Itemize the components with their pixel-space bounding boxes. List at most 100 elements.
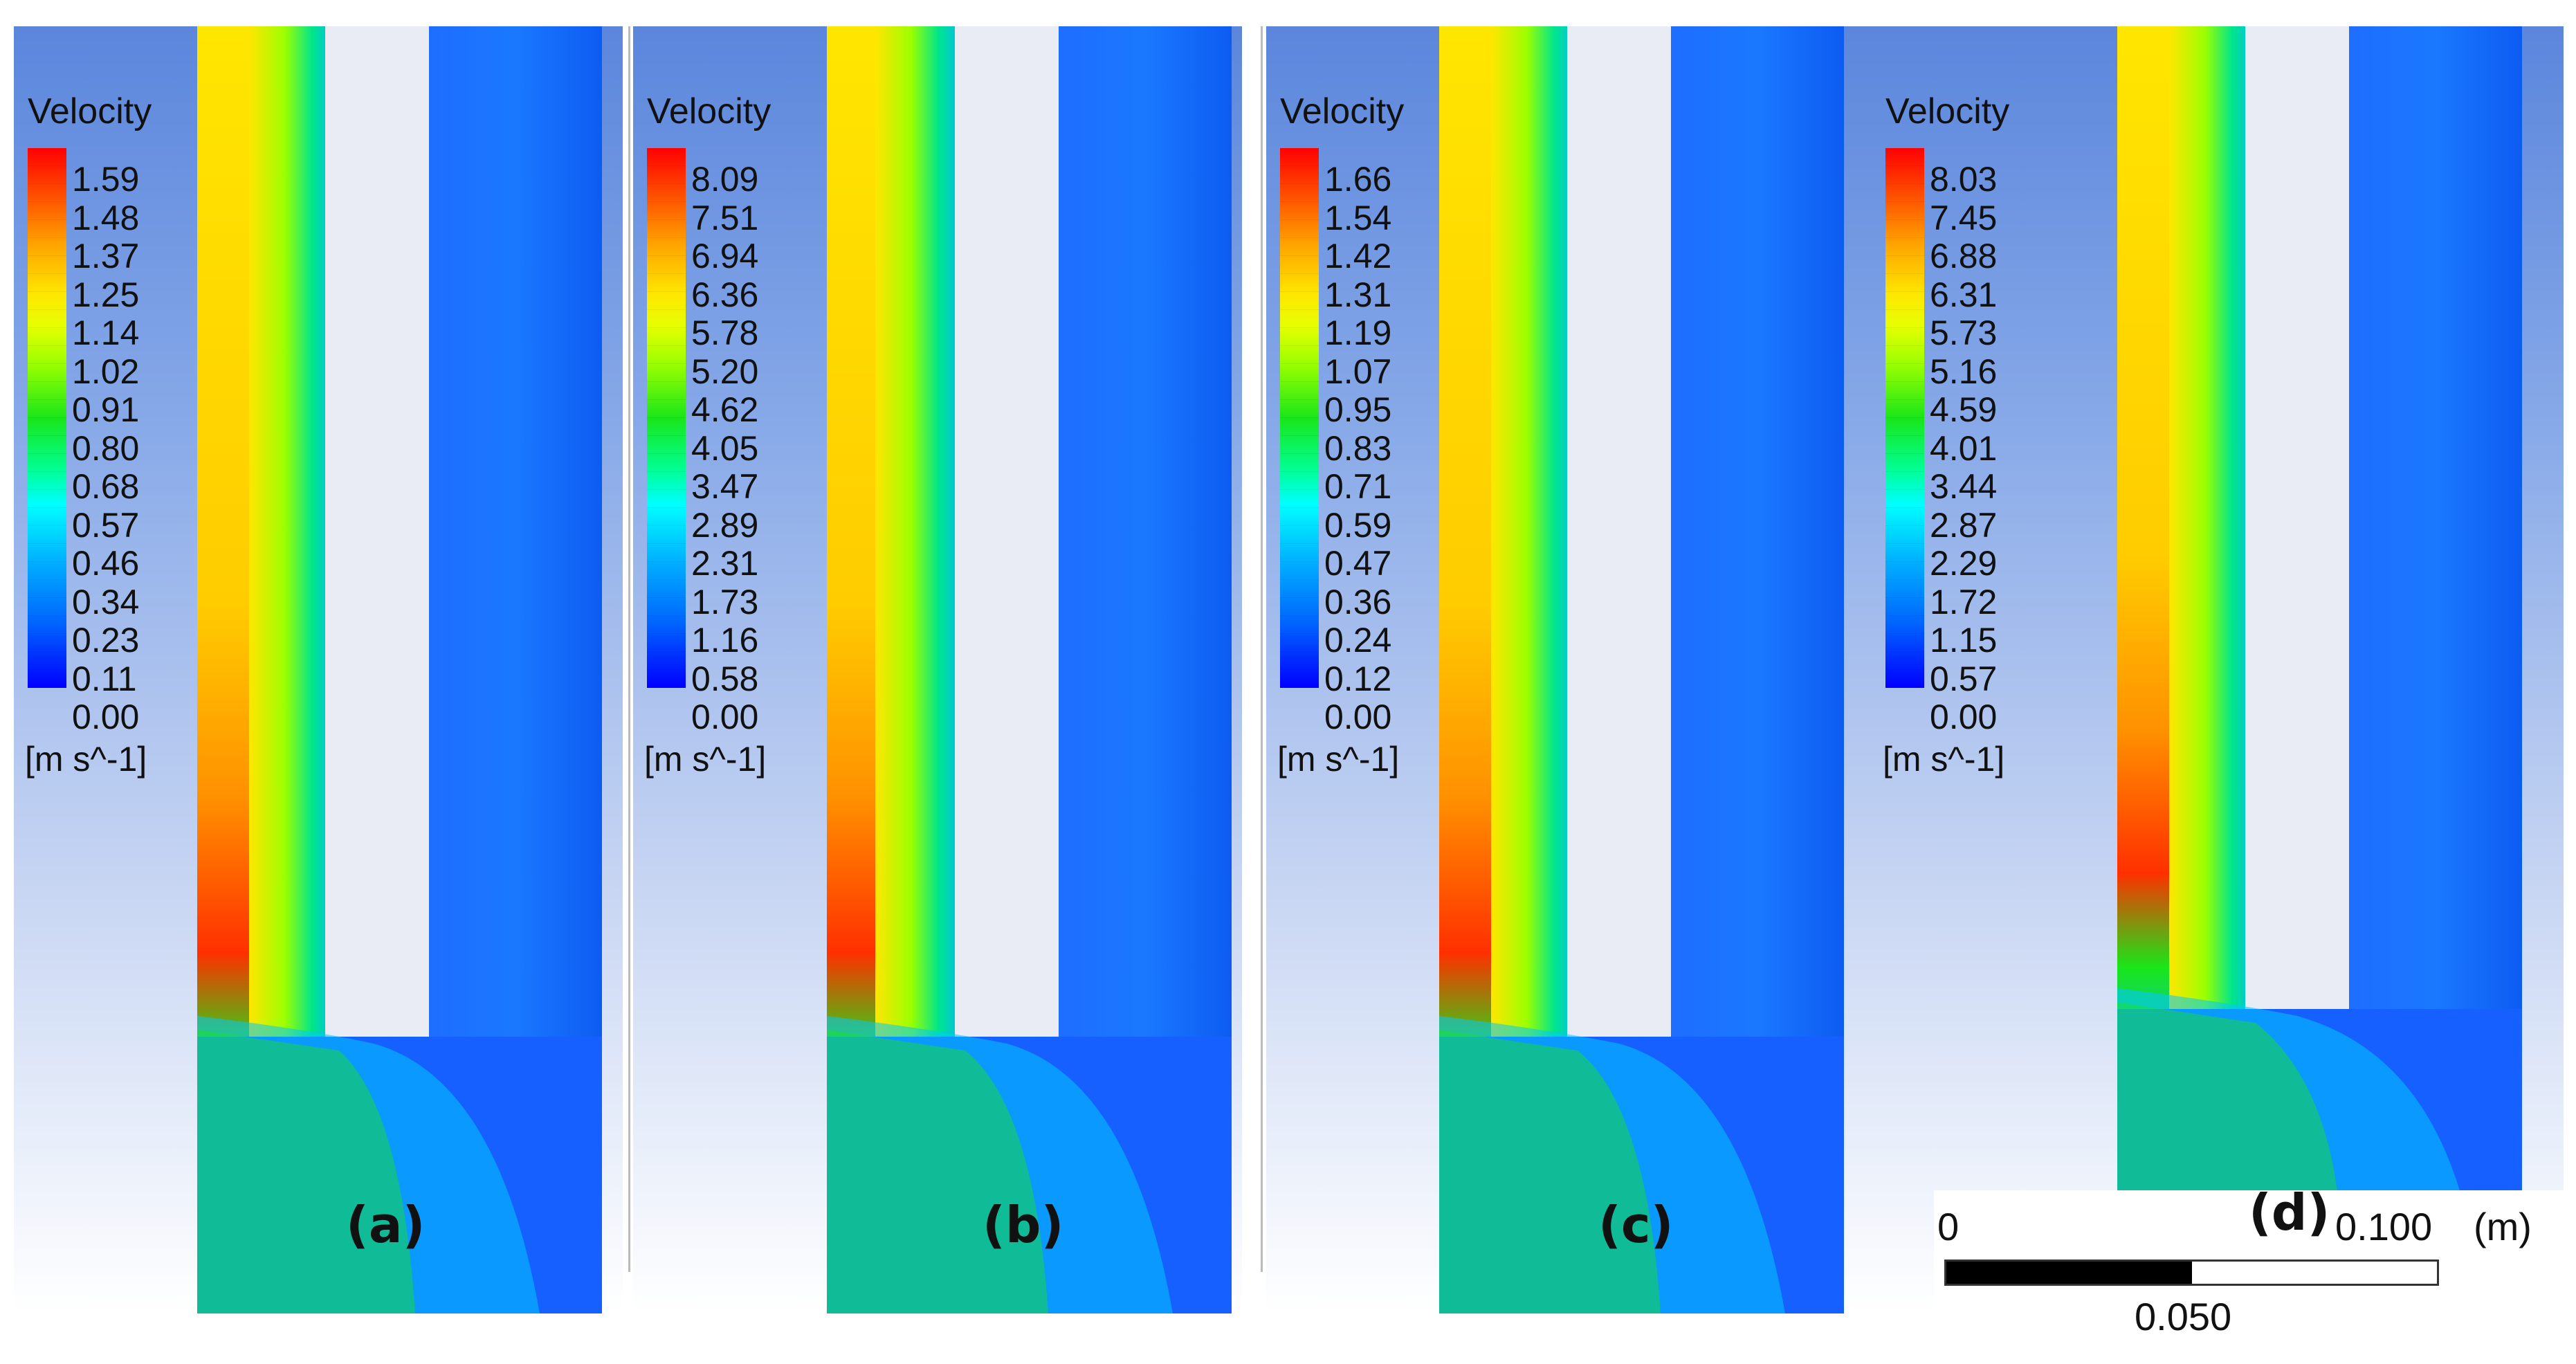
tick-label: 1.66 (1324, 160, 1392, 199)
scale-mid-label: 0.050 (2135, 1295, 2232, 1338)
turn-core (197, 1030, 415, 1313)
tick-label: 1.31 (1324, 275, 1392, 314)
turn-region (197, 1016, 540, 1313)
colorbar-bands (647, 148, 686, 688)
tick-label: 6.94 (691, 237, 759, 275)
shear-layer (875, 26, 965, 1037)
tick-label: 1.15 (1930, 621, 1998, 660)
colorbar (1280, 148, 1319, 688)
tick-label: 1.14 (72, 313, 140, 352)
tick-label: 1.19 (1324, 313, 1392, 352)
turn-region (1439, 1016, 1785, 1313)
panel-divider (1261, 26, 1263, 1272)
tick-label: 7.45 (1930, 199, 1998, 237)
tick-label: 5.16 (1930, 352, 1998, 391)
colorbar-bands (1280, 148, 1319, 688)
tick-label: 3.47 (691, 467, 759, 506)
turn-region (827, 1016, 1173, 1313)
outer-channel (2349, 26, 2522, 1203)
colorbar (28, 148, 66, 688)
tick-label: 5.78 (691, 313, 759, 352)
panel-d: Velocity 8.03 7.45 6.88 6.31 5.73 5.16 4… (1872, 26, 2564, 1313)
tick-label: 8.03 (1930, 160, 1998, 199)
panel-label-c: (c) (1598, 1196, 1674, 1254)
unit-label: [m s^-1] (25, 740, 147, 779)
tick-label: 0.59 (1324, 506, 1392, 545)
tick-label: 0.00 (1324, 698, 1392, 736)
tick-label: 2.89 (691, 506, 759, 545)
tick-label: 0.00 (72, 698, 140, 736)
panel-label-a: (a) (346, 1196, 426, 1254)
tick-label: 5.73 (1930, 313, 1998, 352)
tick-label: 6.31 (1930, 275, 1998, 314)
tick-label: 0.34 (72, 583, 140, 621)
scale-bar-fill (1946, 1262, 2192, 1284)
tick-label: 1.25 (72, 275, 140, 314)
tick-label: 8.09 (691, 160, 759, 199)
tick-label: 1.73 (691, 583, 759, 621)
shear-layer (1491, 26, 1581, 1037)
legend-title: Velocity (1280, 91, 1405, 131)
colorbar-bands (1885, 148, 1924, 688)
turn-core (2117, 1002, 2339, 1203)
shear-layer (249, 26, 339, 1037)
legend-title: Velocity (28, 91, 152, 131)
turn-region (2117, 988, 2463, 1203)
panel-divider (628, 26, 630, 1272)
velocity-field-b (827, 26, 1232, 1313)
velocity-field-c (1439, 26, 1844, 1313)
tick-label: 1.16 (691, 621, 759, 660)
tick-label: 2.31 (691, 544, 759, 583)
tick-label: 1.72 (1930, 583, 1998, 621)
tick-label: 1.42 (1324, 237, 1392, 275)
tick-label: 1.54 (1324, 199, 1392, 237)
velocity-field-a (197, 26, 602, 1313)
tick-label: 0.00 (1930, 698, 1998, 736)
tick-label: 0.80 (72, 429, 140, 468)
tick-label: 1.59 (72, 160, 140, 199)
scale-bar: 0 (d) 0.100 (m) 0.050 (1934, 1183, 2564, 1349)
tick-label: 0.23 (72, 621, 140, 660)
baffle (1567, 26, 1671, 1037)
tick-label: 4.05 (691, 429, 759, 468)
tick-label: 6.88 (1930, 237, 1998, 275)
tick-label: 4.01 (1930, 429, 1998, 468)
tick-label: 0.00 (691, 698, 759, 736)
colorbar (1885, 148, 1924, 688)
tick-label: 4.59 (1930, 390, 1998, 429)
tick-label: 5.20 (691, 352, 759, 391)
tick-label: 3.44 (1930, 467, 1998, 506)
turn-core (827, 1030, 1048, 1313)
tick-label: 0.46 (72, 544, 140, 583)
scale-unit-label: (m) (2474, 1205, 2532, 1248)
tick-label: 0.11 (72, 660, 137, 698)
tick-label: 0.57 (72, 506, 140, 545)
tick-label: 2.87 (1930, 506, 1998, 545)
baffle (2245, 26, 2349, 1009)
panel-c: Velocity 1.66 1.54 1.42 1.31 1.19 1.07 0… (1266, 26, 1875, 1313)
tick-label: 4.62 (691, 390, 759, 429)
tick-label: 0.68 (72, 467, 140, 506)
tick-label: 0.47 (1324, 544, 1392, 583)
legend-title: Velocity (1885, 91, 2010, 131)
velocity-field-d (2117, 26, 2522, 1203)
tick-label: 6.36 (691, 275, 759, 314)
panel-b: Velocity 8.09 7.51 6.94 6.36 5.78 5.20 4… (633, 26, 1242, 1313)
panel-a: Velocity 1.59 1.48 1.37 1.25 1.14 1.02 0… (14, 26, 623, 1313)
tick-label: 7.51 (691, 199, 759, 237)
shear-layer (2169, 26, 2259, 1009)
scale-zero-label: 0 (1937, 1205, 1960, 1248)
tick-label: 0.91 (72, 390, 140, 429)
tick-label: 0.24 (1324, 621, 1392, 660)
tick-label: 0.58 (691, 660, 759, 698)
baffle (955, 26, 1059, 1037)
tick-label: 0.83 (1324, 429, 1392, 468)
tick-label: 1.02 (72, 352, 140, 391)
scale-max-label: 0.100 (2335, 1205, 2433, 1248)
tick-label: 0.57 (1930, 660, 1998, 698)
tick-label: 1.48 (72, 199, 140, 237)
tick-label: 1.37 (72, 237, 140, 275)
colorbar-bands (28, 148, 66, 688)
unit-label: [m s^-1] (1277, 740, 1400, 779)
tick-label: 2.29 (1930, 544, 1998, 583)
